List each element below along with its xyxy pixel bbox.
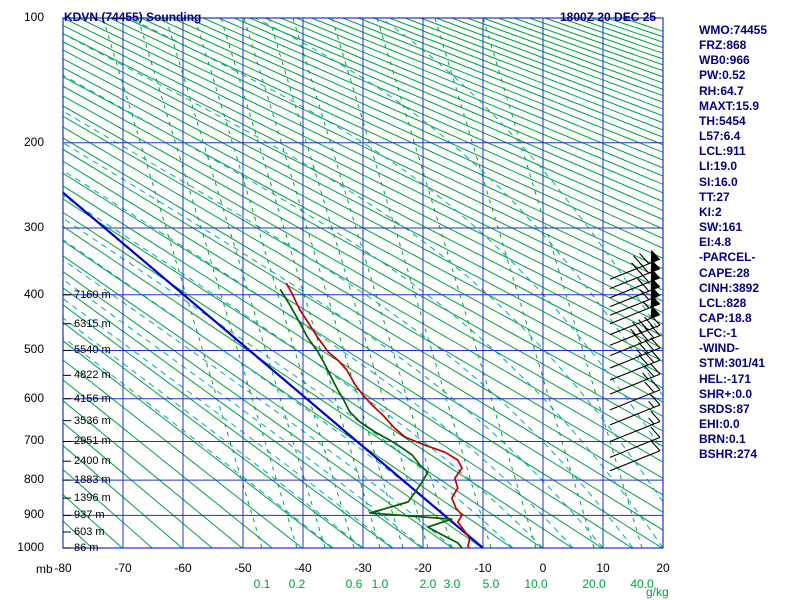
stat-line: SI:16.0 [699,174,738,189]
stat-line: KI:2 [699,204,722,219]
stat-line: MAXT:15.9 [699,98,760,113]
mixing-ratio-label: 10.0 [524,577,548,591]
pressure-label: 400 [23,286,44,301]
stat-line: SHR+:0.0 [699,386,753,401]
sounding-datetime: 1800Z 20 DEC 25 [560,10,657,24]
stat-line: WMO:74455 [699,23,768,37]
temp-label: -30 [354,561,372,575]
mixing-ratio-label: 1.0 [371,577,389,591]
stat-line: STM:301/41 [699,356,766,371]
page-title: KDVN (74455) Sounding [64,10,202,24]
height-label: 6315 m [74,317,111,330]
temp-label: 10 [596,561,610,575]
pressure-label: 1000 [17,540,44,554]
temp-label: -50 [234,561,252,575]
stat-line: CINH:3892 [699,280,760,295]
height-ticks [63,294,71,549]
pressure-label: 100 [23,10,44,24]
temp-label: -40 [294,561,312,575]
stats-panel: WMO:74455 FRZ:868 WB0:966 PW:0.52 RH:64.7 MAX… [699,23,767,463]
height-label: 7160 m [74,288,111,301]
temp-label: -20 [414,561,432,575]
pressure-label: 900 [23,507,44,522]
height-label: 1396 m [74,492,111,505]
mixing-ratio-label: 3.0 [443,577,461,591]
stat-line: -WIND- [699,341,739,356]
pressure-label: 200 [23,134,44,149]
height-label: 86 m [74,542,99,554]
stat-line: L57:6.4 [699,129,741,144]
stat-line: LCL:828 [699,295,747,310]
moist-adiabats [63,18,663,548]
stat-line: CAP:18.8 [699,310,752,325]
stat-line: EHI:0.0 [699,417,740,432]
stat-line: TH:5454 [699,113,746,128]
stat-line: LCL:911 [699,144,746,159]
mixing-ratio-label: 2.0 [419,577,437,591]
stat-line: FRZ:868 [699,38,747,53]
stat-line: HEL:-171 [699,371,752,386]
stat-line: LFC:-1 [699,326,737,341]
stat-line: WB0:966 [699,53,750,68]
temp-label: -80 [54,561,72,575]
stat-line: SW:161 [699,220,743,235]
height-label: 1883 m [74,474,111,487]
pressure-label: 600 [23,390,44,405]
pressure-label: 500 [23,342,44,357]
pressure-label: 700 [23,433,44,448]
pressure-label: 800 [23,472,44,487]
height-label: 5540 m [74,344,111,357]
stat-line: CAPE:28 [699,265,750,280]
temperature-trace [285,282,471,548]
stat-line: -PARCEL- [699,250,756,265]
dry-adiabats [63,18,663,548]
mixing-unit-label: g/kg [646,585,669,599]
dewpoint-trace [279,288,463,548]
height-label: 2951 m [74,435,111,448]
stat-line: BRN:0.1 [699,432,746,447]
height-label: 2400 m [74,455,111,468]
stat-line: RH:64.7 [699,83,744,98]
wind-barbs [609,249,661,472]
temp-label: -10 [474,561,492,575]
temp-label: 20 [656,561,670,575]
pressure-label: 300 [23,219,44,234]
grid-lines [62,17,664,549]
mixing-ratio-label: 0.1 [253,577,271,591]
height-label: 603 m [74,526,105,538]
mixing-ratio-label: 40.0 [630,577,654,591]
temp-label: -60 [174,561,192,575]
stat-line: TT:27 [699,189,730,204]
mixing-ratio-label: 20.0 [582,577,606,591]
parcel-line [63,191,484,548]
stat-line: LI:19.0 [699,159,738,174]
stat-line: BSHR:274 [699,447,758,462]
height-label: 4156 m [74,392,111,405]
mixing-ratio-label: 0.2 [288,577,306,591]
height-label: 937 m [74,509,105,522]
temp-label: 0 [539,561,547,575]
temp-label: -70 [114,561,132,575]
mixing-ratio-label: 5.0 [482,577,500,591]
stat-line: PW:0.52 [699,68,746,83]
height-label: 3536 m [74,414,111,427]
chart-border [62,17,664,549]
height-label: 4822 m [74,369,111,382]
mixing-ratio-label: 0.6 [345,577,363,591]
mixing-ratio-lines [102,18,643,548]
pressure-unit-label: mb [36,562,53,576]
stat-line: EI:4.8 [699,235,732,250]
stat-line: SRDS:87 [699,401,750,416]
